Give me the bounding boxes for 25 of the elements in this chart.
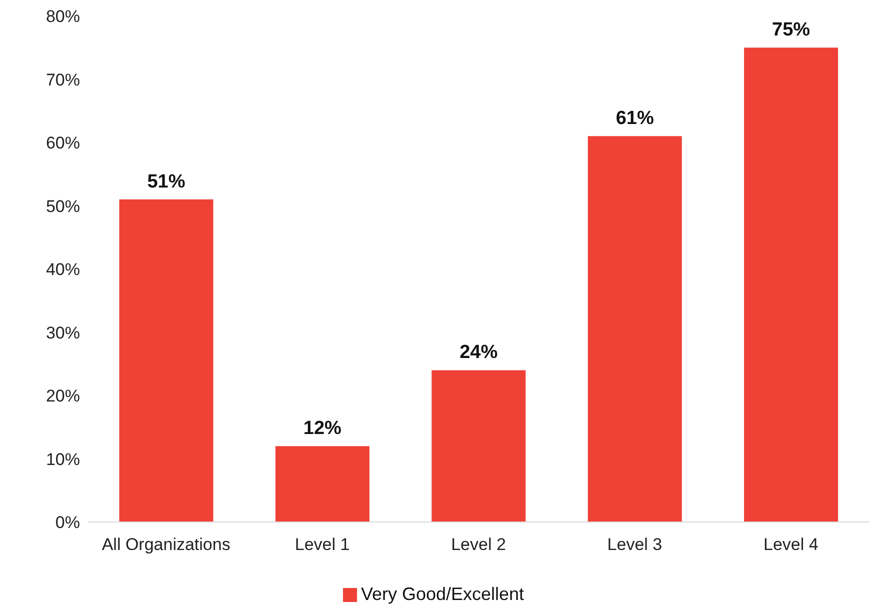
data-label: 51%	[147, 171, 186, 192]
data-label: 24%	[460, 342, 498, 364]
y-tick-label: 30%	[46, 323, 80, 342]
data-label: 12%	[303, 418, 342, 440]
y-tick-label: 40%	[46, 260, 80, 280]
data-label: 75%	[772, 20, 810, 41]
y-tick-label: 70%	[46, 70, 80, 90]
legend-label: Very Good/Excellent	[360, 584, 524, 604]
y-tick-label: 0%	[55, 513, 80, 532]
data-label: 61%	[616, 108, 654, 130]
bar	[275, 446, 370, 522]
x-tick-label: All Organizations	[102, 535, 230, 554]
x-tick-label: Level 2	[451, 535, 506, 554]
x-tick-label: Level 3	[607, 535, 662, 554]
x-tick-label: Level 1	[294, 535, 350, 554]
y-tick-label: 20%	[46, 386, 80, 406]
y-tick-label: 10%	[46, 450, 80, 469]
bar	[744, 48, 838, 522]
bar	[119, 199, 214, 522]
bar	[432, 370, 526, 522]
y-tick-label: 50%	[46, 196, 80, 216]
y-tick-label: 80%	[46, 7, 80, 26]
x-tick-label: Level 4	[763, 535, 818, 554]
bar	[588, 136, 682, 522]
y-tick-label: 60%	[46, 134, 80, 153]
